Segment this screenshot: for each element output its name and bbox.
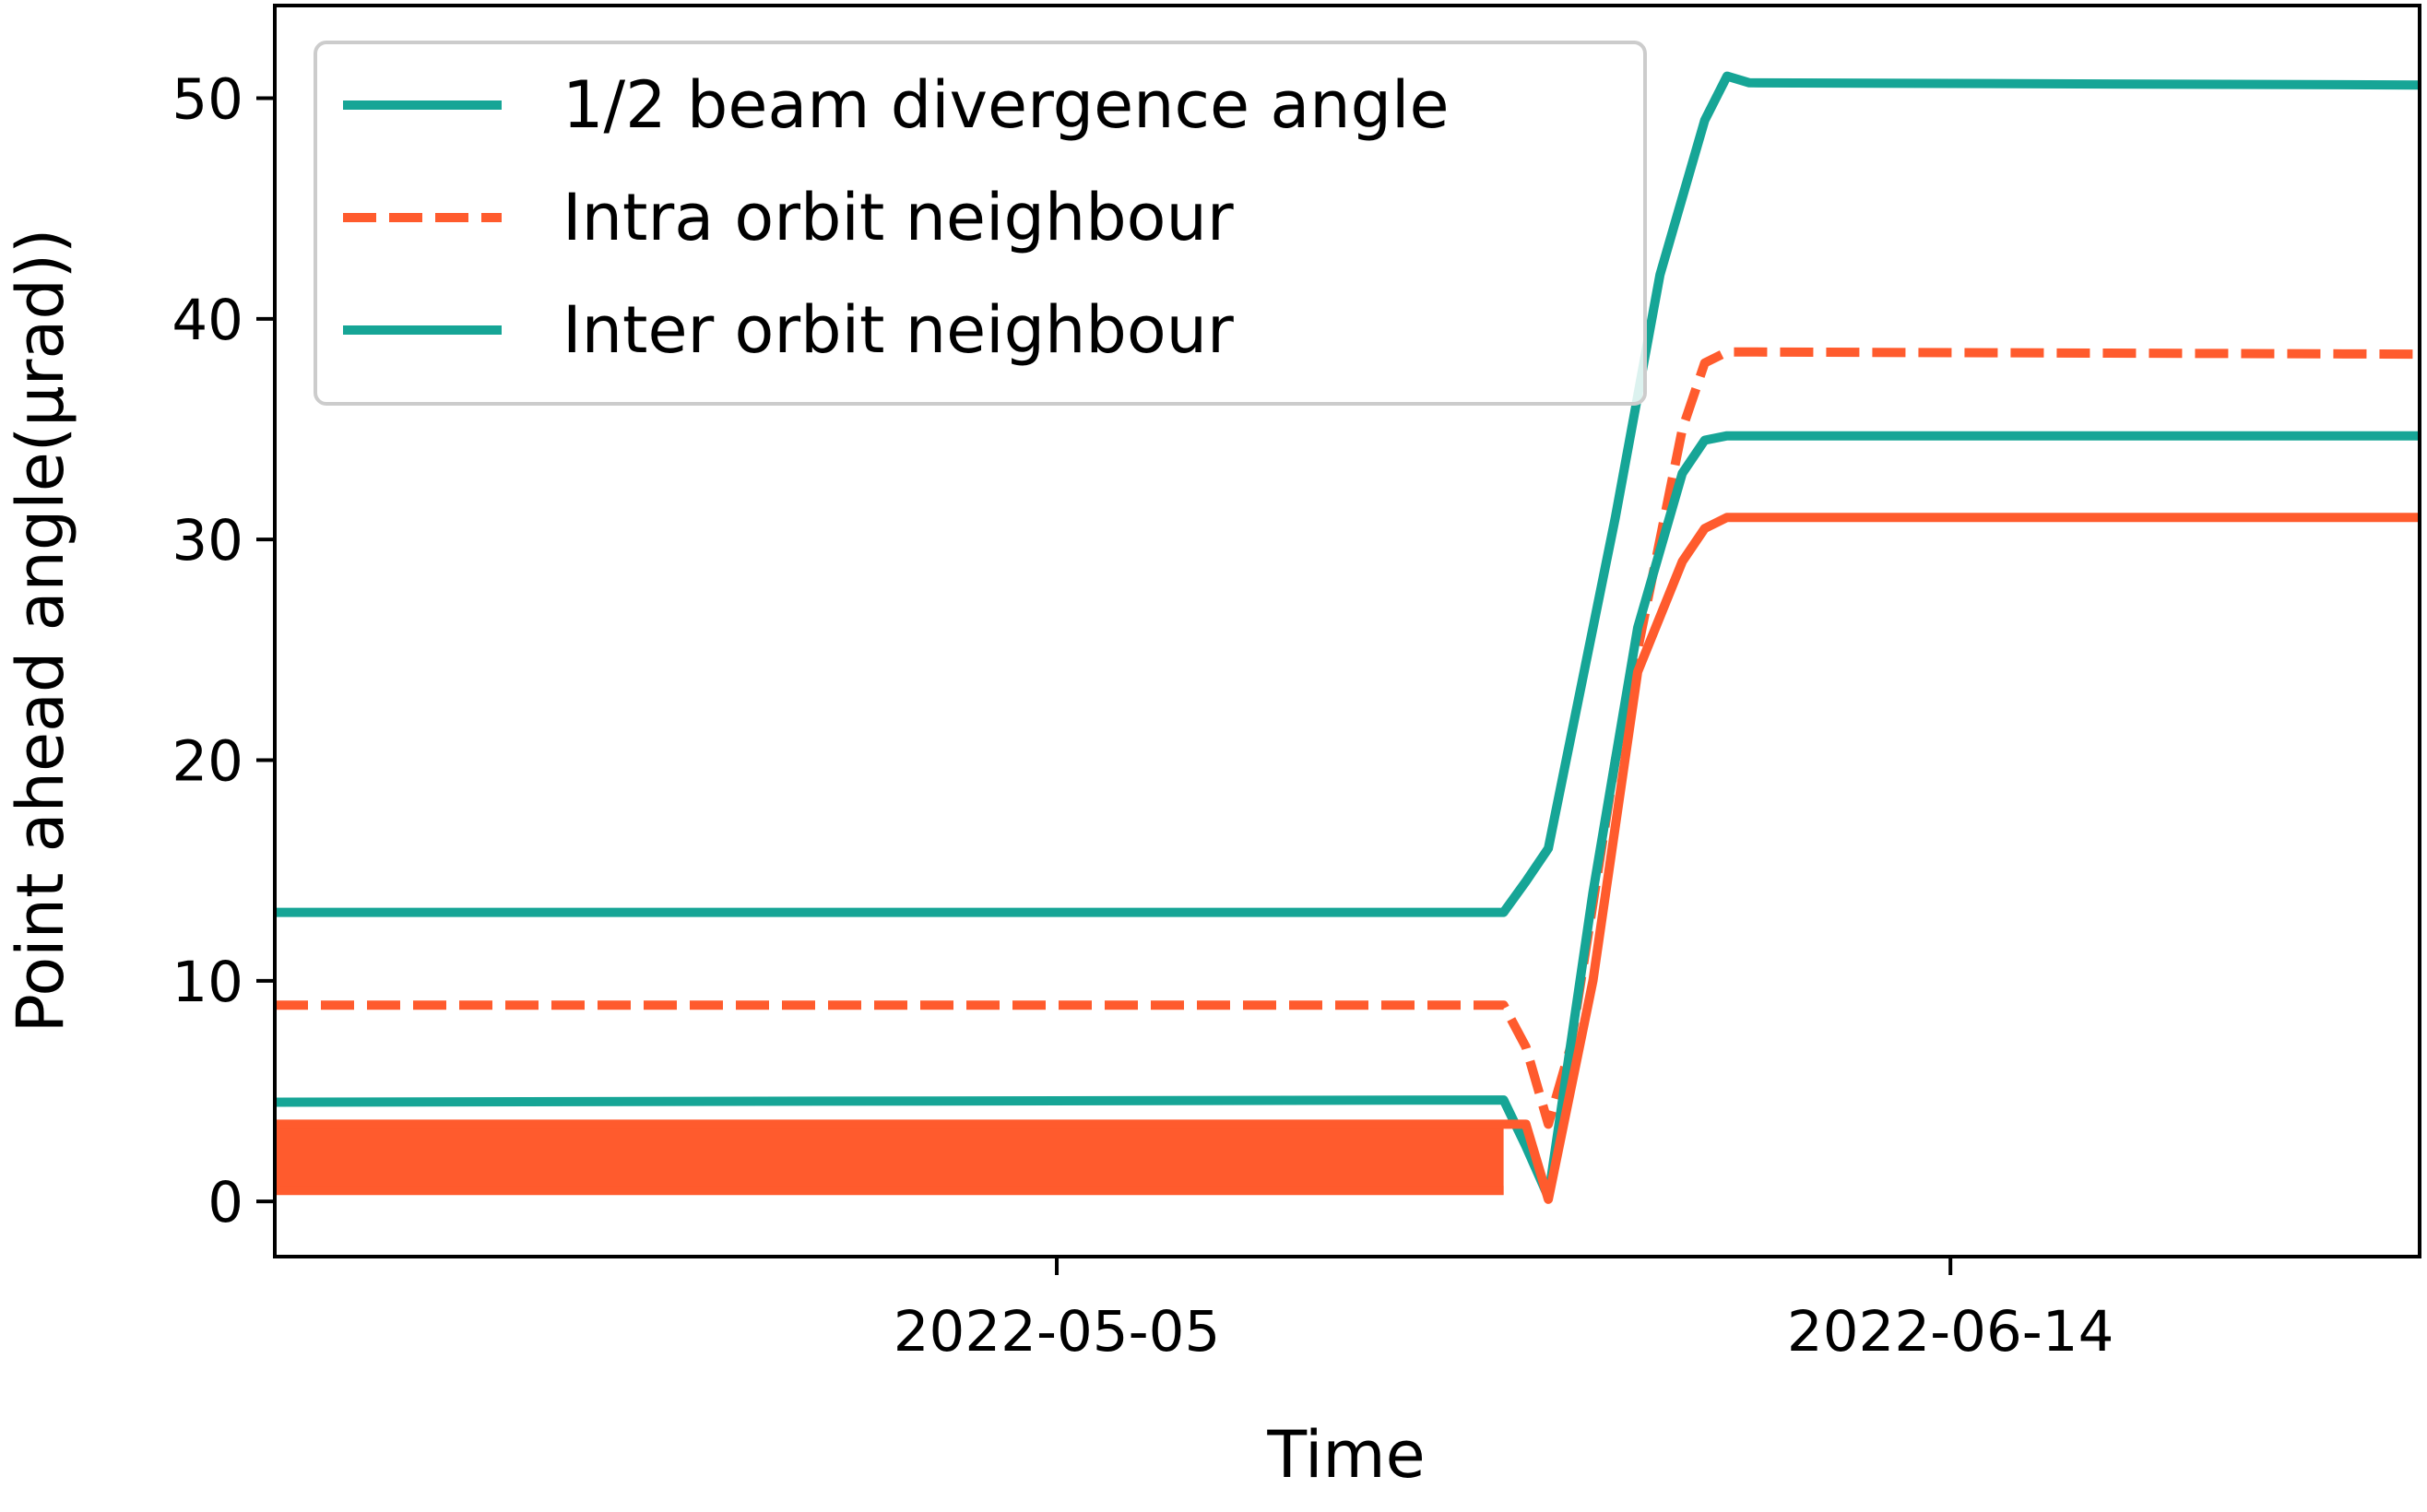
chart-bands [275,1119,1504,1195]
series-line-0 [275,71,2421,917]
x-tick-label: 2022-06-14 [1787,1299,2114,1364]
legend-label-2: Inter orbit neighbour [562,292,1234,368]
legend-box [314,41,1647,406]
legend-label-1: Intra orbit neighbour [562,180,1234,255]
plot-frame [273,4,2421,1258]
y-tick-label: 0 [207,1170,243,1235]
x-tick-label: 2022-05-05 [894,1299,1221,1364]
legend-label-0: 1/2 beam divergence angle [562,67,1450,143]
x-axis: 2022-05-05 2022-06-14 [894,1257,2114,1364]
y-axis-label: Point ahead angle(μrad)) [3,229,78,1034]
series-line-1 [275,347,2421,1129]
y-tick-label: 40 [172,288,243,353]
y-tick-label: 20 [172,729,243,795]
y-tick-label: 30 [172,508,243,573]
y-axis: 0 10 20 30 40 50 [172,67,275,1235]
chart-series [274,71,2421,1204]
legend: 1/2 beam divergence angle Intra orbit nei… [314,41,1647,406]
series-line-2 [274,431,2420,1202]
series-line-3 [275,513,2420,1204]
x-axis-label: Time [1266,1417,1425,1493]
y-tick-label: 10 [172,950,243,1015]
noise-band-0 [275,1119,1504,1195]
y-tick-label: 50 [172,67,243,133]
